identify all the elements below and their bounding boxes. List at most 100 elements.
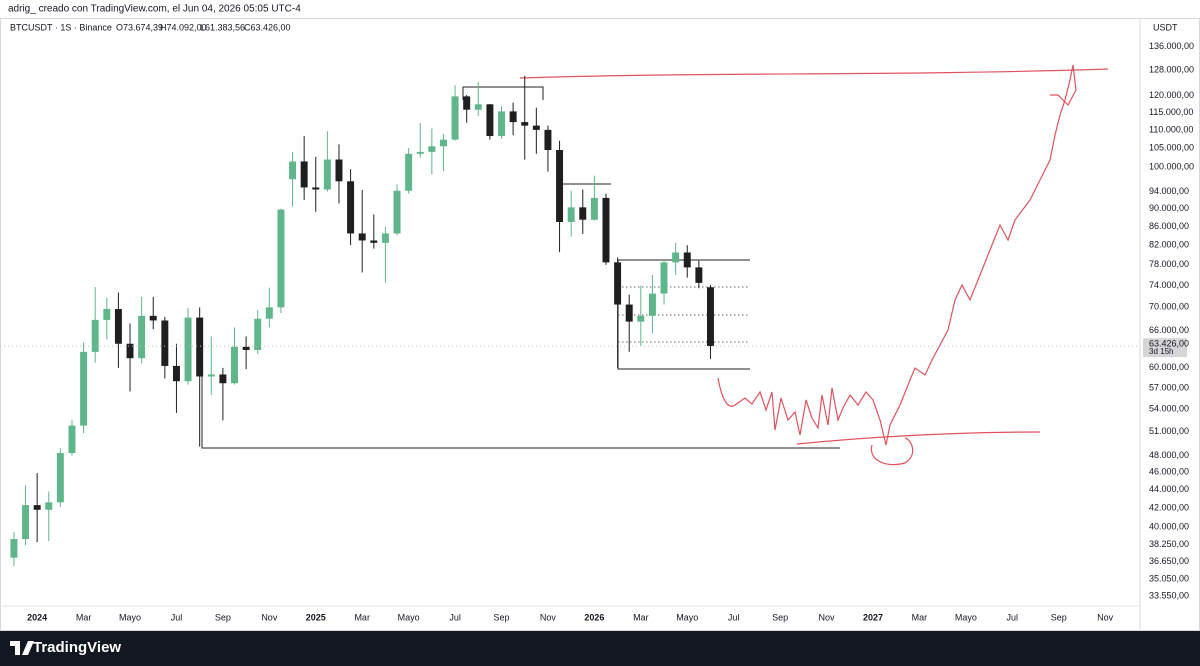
- y-tick-label: 136.000,00: [1149, 41, 1194, 51]
- y-tick-label: 48.000,00: [1149, 450, 1189, 460]
- candle-body: [68, 425, 76, 454]
- y-tick-label: 70.000,00: [1149, 302, 1189, 312]
- candle-body: [498, 111, 505, 136]
- x-tick-label: Mar: [633, 612, 649, 622]
- y-tick-label: 36.650,00: [1149, 556, 1189, 566]
- candle-body: [161, 320, 169, 366]
- y-tick-label: 40.000,00: [1149, 521, 1189, 531]
- candle-body: [219, 374, 227, 384]
- y-tick-label: 51.000,00: [1149, 426, 1189, 436]
- candle-body: [556, 150, 564, 222]
- x-tick-label: Sep: [1051, 612, 1067, 622]
- y-tick-label: 44.000,00: [1149, 484, 1189, 494]
- brand: TradingView: [33, 639, 121, 656]
- candle-body: [358, 233, 366, 241]
- support-line: [201, 340, 840, 449]
- candle-body: [312, 187, 320, 190]
- y-tick-label: 42.000,00: [1149, 502, 1189, 512]
- ohlc-open: O73.674,39: [116, 22, 163, 32]
- x-tick-label: Mar: [76, 612, 92, 622]
- x-tick-label: Mar: [912, 612, 928, 622]
- y-tick-label: 66.000,00: [1149, 325, 1189, 335]
- range-box: [462, 86, 544, 100]
- candle-body: [439, 139, 447, 147]
- x-tick-label: Mayo: [676, 612, 698, 622]
- y-tick-label: 100.000,00: [1149, 162, 1194, 172]
- y-tick-label: 74.000,00: [1149, 280, 1189, 290]
- drawings: [201, 86, 840, 449]
- x-tick-label: Nov: [1097, 612, 1114, 622]
- candle-body: [138, 315, 146, 359]
- y-tick-label: 46.000,00: [1149, 467, 1189, 477]
- candle-body: [45, 502, 53, 510]
- currency: USDT: [1153, 22, 1178, 32]
- candle-body: [172, 365, 180, 382]
- y-tick-label: 35.050,00: [1149, 573, 1189, 583]
- level-line: [618, 286, 750, 343]
- candle-body: [706, 287, 714, 347]
- candle-body: [347, 181, 355, 234]
- candle-body: [22, 505, 30, 540]
- candle-body: [207, 374, 215, 377]
- candle-body: [80, 351, 88, 426]
- y-tick-label: 82.000,00: [1149, 240, 1189, 250]
- candle-body: [10, 539, 18, 558]
- candle-body: [381, 233, 389, 243]
- candle-body: [695, 267, 703, 283]
- candle-body: [254, 318, 262, 350]
- candle-body: [637, 315, 645, 322]
- candle-body: [33, 505, 41, 510]
- last-price-box: [1143, 338, 1187, 358]
- candle-body: [428, 146, 436, 152]
- candle-body: [56, 453, 64, 503]
- candle-body: [614, 262, 622, 305]
- symbol: BTCUSDT · 1S · Binance: [10, 22, 112, 32]
- candle-body: [405, 153, 413, 191]
- candle-body: [625, 304, 633, 322]
- candle-body: [590, 197, 598, 220]
- candle-body: [416, 151, 424, 154]
- x-tick-label: 2024: [27, 612, 47, 622]
- ohlc-low: L61.383,56: [200, 22, 245, 32]
- x-tick-label: Nov: [819, 612, 836, 622]
- y-tick-label: 90.000,00: [1149, 203, 1189, 213]
- candle-body: [231, 346, 238, 384]
- candle-body: [277, 209, 285, 308]
- candle-body: [486, 104, 494, 136]
- candle-body: [660, 262, 668, 294]
- candle-body: [532, 125, 540, 130]
- freehand-drawings: [519, 64, 1109, 466]
- y-tick-label: 105.000,00: [1149, 143, 1194, 153]
- y-tick-label: 128.000,00: [1149, 65, 1194, 75]
- candle-body: [567, 207, 575, 222]
- candle-body: [335, 159, 343, 182]
- y-tick-label: 115.000,00: [1149, 107, 1193, 117]
- x-tick-label: Sep: [493, 612, 509, 622]
- candle-body: [509, 111, 517, 123]
- x-tick-label: Jul: [171, 612, 183, 622]
- candle-body: [126, 343, 134, 359]
- x-tick-label: Mayo: [398, 612, 420, 622]
- candle-body: [683, 252, 691, 268]
- candle-body: [474, 104, 482, 110]
- candle-body: [114, 309, 122, 344]
- candle-body: [323, 159, 331, 190]
- candle-body: [393, 190, 401, 234]
- freehand: [519, 68, 1109, 79]
- ohlc-close: C63.426,00: [244, 22, 291, 32]
- chart-frame: [0, 18, 1200, 631]
- candle-body: [289, 161, 297, 180]
- range-box: [557, 183, 611, 195]
- candle-body: [300, 161, 308, 188]
- candle-body: [521, 122, 529, 126]
- x-tick-label: Nov: [261, 612, 278, 622]
- candle-body: [91, 319, 99, 352]
- candle-body: [463, 96, 471, 110]
- freehand: [870, 437, 914, 466]
- y-tick-label: 110.000,00: [1149, 124, 1193, 134]
- caption: adrig_ creado con TradingView.com, el Ju…: [8, 4, 301, 15]
- y-tick-label: 54.000,00: [1149, 404, 1189, 414]
- x-tick-label: 2027: [863, 612, 883, 622]
- candle-body: [602, 197, 610, 263]
